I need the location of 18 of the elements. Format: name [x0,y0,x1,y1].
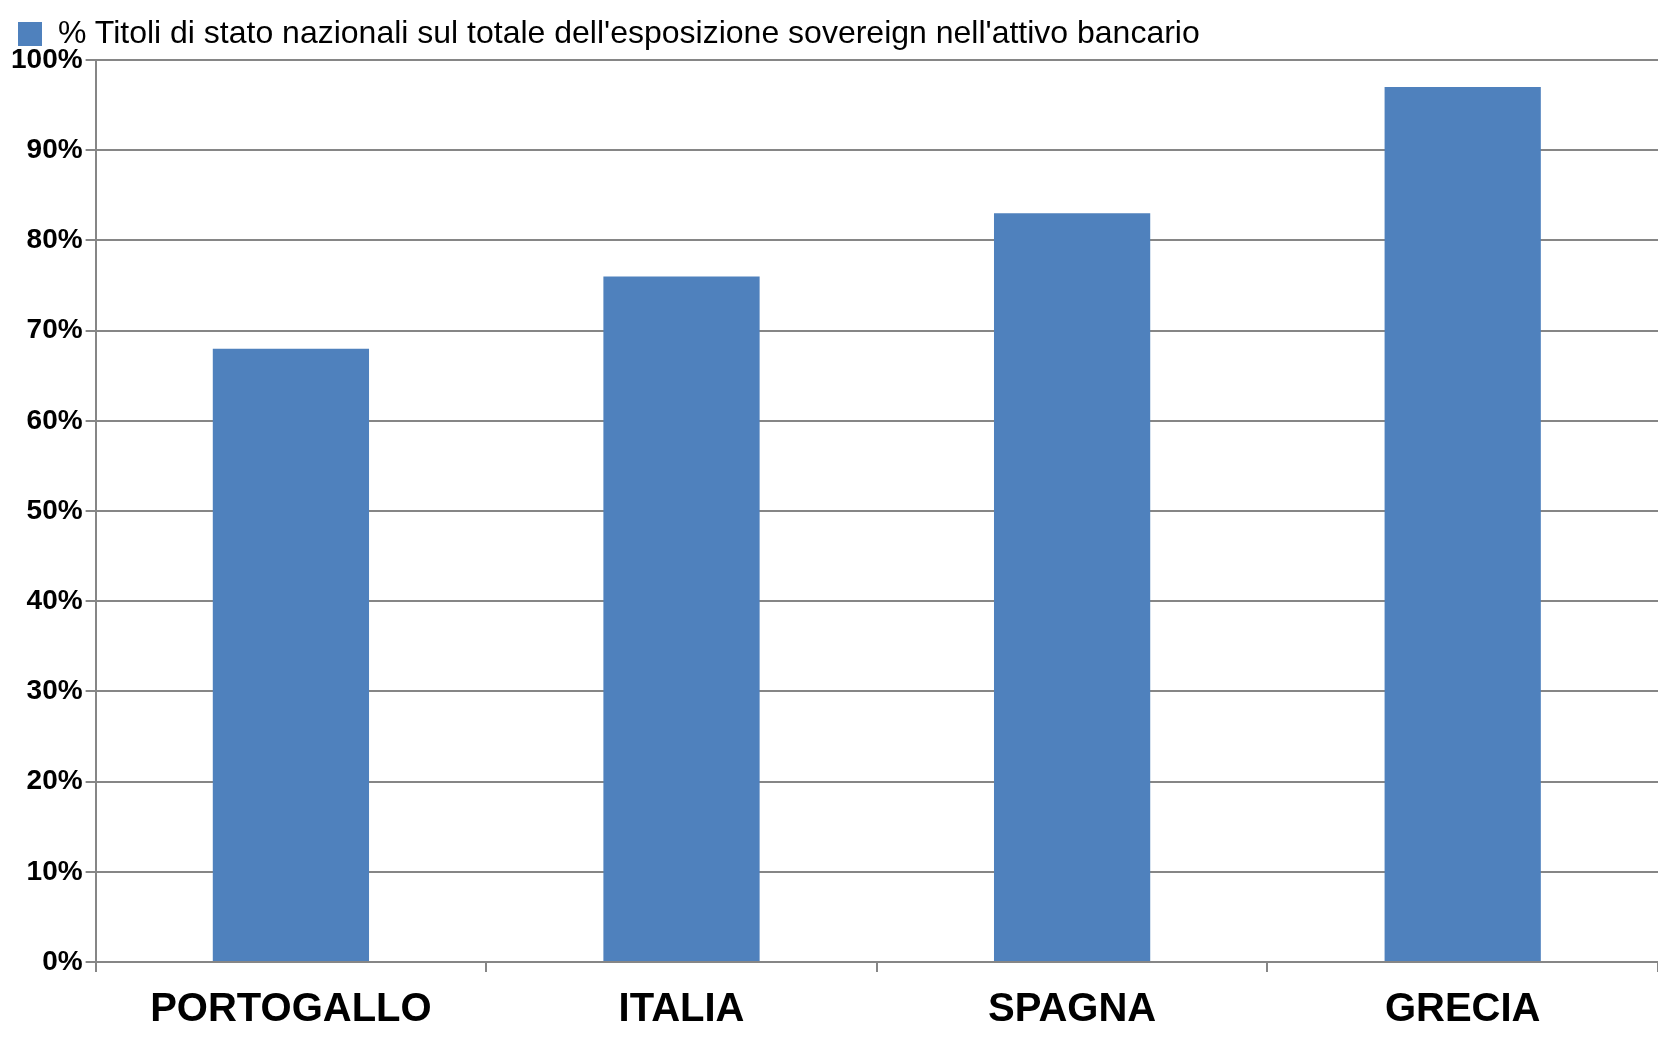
bar [212,348,370,961]
x-tick-label: PORTOGALLO [150,985,432,1030]
y-tick-label: 80% [26,223,83,255]
y-tick-label: 40% [26,583,83,615]
x-tick-label: ITALIA [618,985,745,1030]
y-tick-label: 0% [42,944,83,976]
y-tick-label: 20% [26,764,83,796]
y-tick-label: 90% [26,132,83,164]
x-tick-label: GRECIA [1384,985,1541,1030]
bar [993,213,1151,961]
y-tick-label: 50% [26,493,83,525]
x-tick-label: SPAGNA [988,985,1157,1030]
y-tick-label: 60% [26,403,83,435]
y-tick-label: 70% [26,313,83,345]
bar [603,276,760,961]
y-tick-label: 10% [26,854,83,886]
y-tick-label: 30% [26,674,83,706]
bar [1384,87,1541,961]
